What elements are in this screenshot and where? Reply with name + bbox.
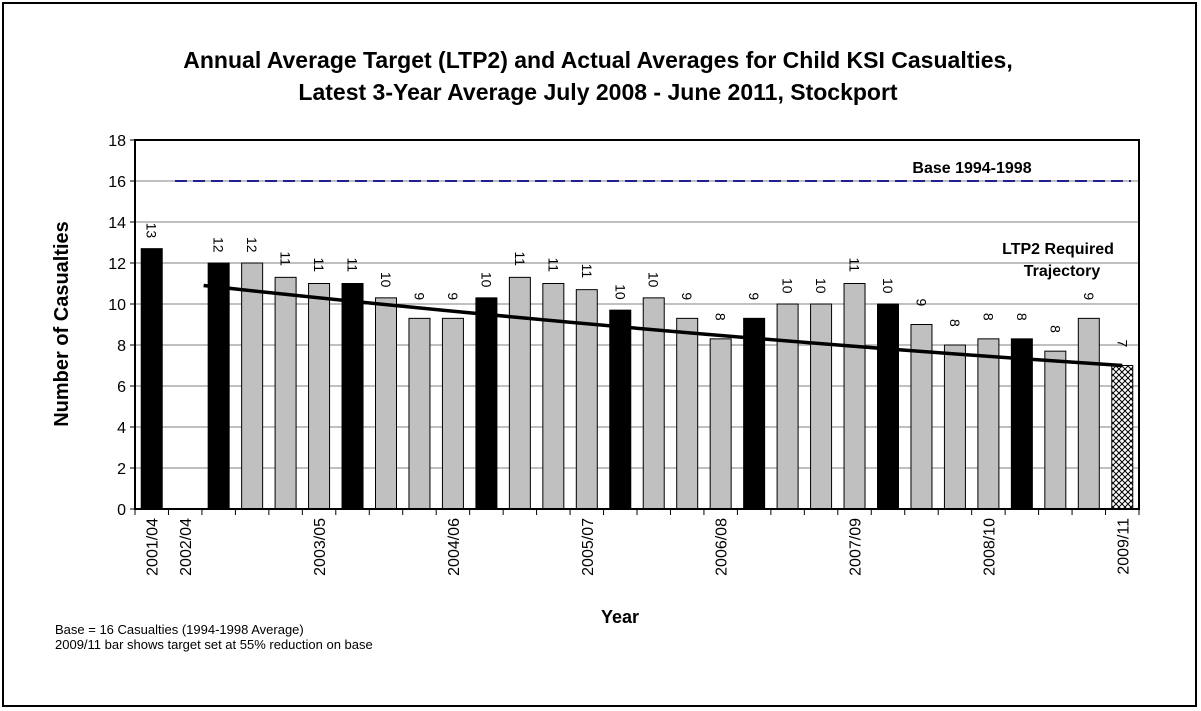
bar (341, 283, 364, 510)
data-label: 11 (579, 264, 595, 279)
trajectory-line (203, 283, 1123, 368)
data-label: 10 (813, 278, 829, 294)
y-tick-label: 2 (117, 461, 126, 478)
data-label: 9 (746, 292, 762, 300)
data-label: 10 (478, 272, 494, 288)
bar (676, 317, 699, 510)
data-label: 11 (311, 258, 327, 273)
y-tick-label: 8 (117, 338, 126, 355)
data-label: 11 (847, 258, 863, 273)
y-tick-label: 14 (108, 215, 126, 232)
data-label: 8 (713, 313, 729, 321)
data-label: 8 (1014, 313, 1030, 321)
x-tick-label: 2007/09 (848, 518, 865, 576)
footnote-target: 2009/11 bar shows target set at 55% redu… (55, 637, 373, 652)
bar (1044, 350, 1067, 510)
bar (140, 248, 163, 510)
data-label: 13 (144, 223, 160, 239)
y-tick-label: 12 (108, 256, 126, 273)
bar (843, 283, 866, 510)
data-label: 11 (545, 258, 561, 273)
x-axis-ticks: 2001/04 2002/04 2003/05 2004/06 2005/07 2006/… (134, 509, 1140, 576)
y-axis-ticks: 0 2 4 6 8 10 12 14 16 18 (108, 133, 135, 519)
data-label: 10 (612, 284, 628, 300)
x-tick-label: 2005/07 (580, 518, 597, 576)
data-label: 9 (913, 299, 929, 307)
base-line-label: Base 1994-1998 (912, 160, 1031, 177)
y-axis-label: Number of Casualties (51, 221, 73, 427)
bar (743, 317, 766, 510)
bar (709, 338, 732, 510)
bar (1077, 317, 1100, 510)
y-tick-label: 4 (117, 420, 126, 437)
data-label: 12 (211, 237, 227, 253)
x-axis-label: Year (601, 607, 639, 627)
bars (140, 248, 1134, 510)
overlay-lines (175, 180, 1131, 368)
gridlines (135, 180, 1139, 469)
bar (308, 283, 331, 510)
bar (375, 297, 397, 510)
data-labels: 13 12 12 11 11 11 10 9 9 10 11 11 11 10 10 9 8 9 10 10 11 10 9… (144, 223, 1131, 348)
data-label: 8 (980, 313, 996, 321)
x-tick-label: 2003/05 (312, 518, 329, 576)
chart-subtitle: Latest 3-Year Average July 2008 - June 2… (298, 79, 897, 105)
bar (508, 276, 531, 510)
x-tick-label: 2009/11 (1115, 518, 1132, 575)
data-label: 9 (679, 292, 695, 300)
bar (609, 309, 632, 510)
bar (977, 338, 1000, 510)
data-label: 8 (947, 319, 963, 327)
data-label: 9 (1081, 292, 1097, 300)
bar (776, 303, 799, 510)
plot-area-border (134, 139, 1140, 510)
bar (810, 303, 833, 510)
bar (207, 262, 230, 510)
bar (1010, 338, 1033, 510)
y-tick-label: 6 (117, 379, 126, 396)
data-label: 9 (411, 292, 427, 300)
x-tick-label: 2006/08 (714, 518, 731, 576)
y-tick-label: 10 (108, 297, 126, 314)
x-tick-label: 2002/04 (178, 518, 195, 576)
x-tick-label: 2001/04 (145, 518, 162, 576)
data-label: 10 (646, 272, 662, 288)
bar (441, 317, 464, 510)
footnote-base: Base = 16 Casualties (1994-1998 Average) (55, 622, 304, 637)
bar (877, 303, 899, 510)
bar (241, 262, 264, 510)
trajectory-label-line2: Trajectory (1024, 263, 1101, 280)
data-label: 10 (378, 272, 394, 288)
data-label: 10 (780, 278, 796, 294)
y-tick-label: 16 (108, 174, 126, 191)
data-label: 10 (880, 278, 896, 294)
chart-title: Annual Average Target (LTP2) and Actual … (183, 47, 1012, 73)
data-label: 8 (1047, 325, 1063, 333)
y-tick-label: 0 (117, 502, 126, 519)
trajectory-label-line1: LTP2 Required (1002, 241, 1114, 258)
y-tick-label: 18 (108, 133, 126, 150)
data-label: 11 (345, 258, 361, 273)
bar (274, 276, 297, 510)
x-tick-label: 2008/10 (981, 518, 998, 576)
data-label: 11 (512, 251, 528, 266)
bar (1111, 365, 1134, 510)
data-label: 11 (278, 251, 294, 266)
bar (475, 297, 498, 510)
bar (408, 317, 431, 510)
data-label: 9 (445, 292, 461, 300)
data-label: 7 (1114, 340, 1130, 348)
x-tick-label: 2004/06 (446, 518, 463, 576)
bar (943, 344, 966, 510)
data-label: 12 (244, 237, 260, 253)
bar (542, 283, 565, 510)
